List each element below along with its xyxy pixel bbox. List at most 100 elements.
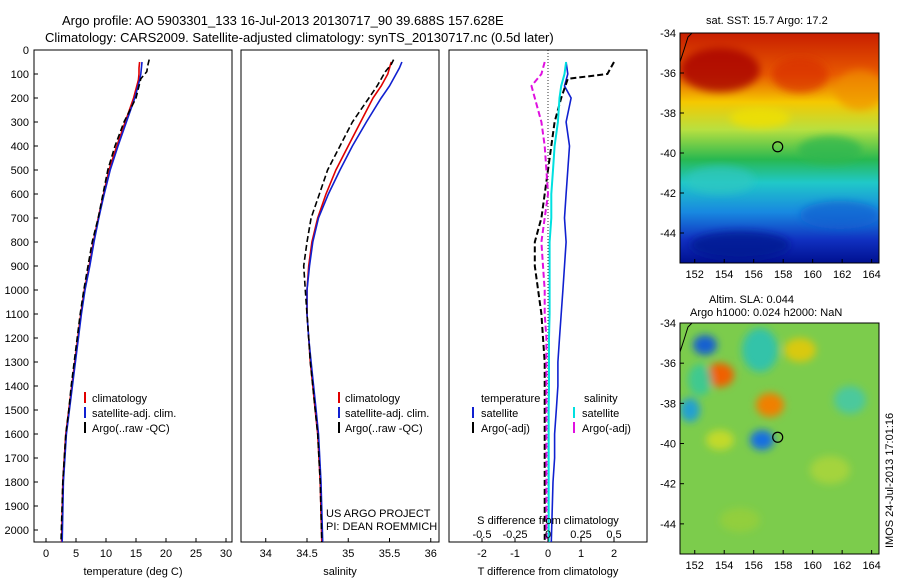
x-tick-label: 0 [43, 548, 49, 560]
legend-label-climatology: climatology [345, 393, 401, 405]
x-tick-label: 15 [130, 548, 142, 560]
depth-tick-label: 1600 [5, 429, 29, 441]
x-tick-label: 36 [425, 548, 437, 560]
lat-tick-label: -34 [660, 318, 676, 330]
legend-label-t-satellite: satellite [481, 408, 518, 420]
x-tick-label: 34 [260, 548, 272, 560]
depth-tick-label: 100 [11, 69, 29, 81]
legend-label-satellite: satellite-adj. clim. [92, 408, 176, 420]
legend-title-salinity: salinity [584, 393, 618, 405]
legend-label-satellite: satellite-adj. clim. [345, 408, 429, 420]
lon-tick-label: 158 [774, 269, 792, 281]
depth-tick-label: 0 [23, 45, 29, 57]
legend-label-argo: Argo(..raw -QC) [92, 423, 170, 435]
s-tick-label: 0 [545, 529, 551, 541]
x-tick-label: 1 [578, 548, 584, 560]
x-tick-label: 35 [342, 548, 354, 560]
lat-tick-label: -42 [660, 188, 676, 200]
lat-tick-label: -44 [660, 228, 676, 240]
series-line-argo-raw-qc- [302, 59, 395, 543]
x-tick-label: 25 [190, 548, 202, 560]
sst-heatmap [680, 33, 879, 263]
x-tick-label: 34.5 [296, 548, 317, 560]
series-line-satellite-adj-clim- [61, 61, 143, 543]
s-tick-label: 0.5 [606, 529, 621, 541]
lon-tick-label: 160 [803, 560, 821, 572]
salinity-xlabel: salinity [323, 566, 357, 578]
salinity-legend: climatology satellite-adj. clim. Argo(..… [338, 392, 429, 435]
depth-tick-label: 400 [11, 141, 29, 153]
sla-map-ticks: 152 154 156 158 160 162 164 -34 -36 -38 -40 -42 -44 [660, 318, 881, 572]
lat-tick-label: -44 [660, 519, 676, 531]
lat-tick-label: -38 [660, 398, 676, 410]
series-line-satellite [547, 61, 568, 542]
timestamp: IMOS 24-Jul-2013 17:01:16 [884, 413, 896, 548]
temperature-x-ticks: 0 5 10 15 20 25 30 [43, 538, 232, 560]
lon-tick-label: 154 [715, 269, 733, 281]
depth-tick-label: 900 [11, 261, 29, 273]
salinity-panel [240, 49, 440, 543]
depth-tick-label: 1500 [5, 405, 29, 417]
depth-tick-label: 300 [11, 117, 29, 129]
s-tick-label: -0.25 [502, 529, 527, 541]
depth-tick-label: 500 [11, 165, 29, 177]
lat-tick-label: -40 [660, 148, 676, 160]
sst-map-title: sat. SST: 15.7 Argo: 17.2 [706, 15, 828, 27]
depth-tick-label: 200 [11, 93, 29, 105]
lon-tick-label: 152 [686, 269, 704, 281]
series-line-argo-raw-qc- [60, 59, 150, 543]
figure-title-line2: Climatology: CARS2009. Satellite-adjuste… [45, 30, 554, 45]
lat-tick-label: -40 [660, 439, 676, 451]
project-credit: US ARGO PROJECT [326, 508, 431, 520]
pi-credit: PI: DEAN ROEMMICH [326, 521, 437, 533]
temperature-legend: climatology satellite-adj. clim. Argo(..… [84, 392, 176, 435]
lon-tick-label: 162 [833, 560, 851, 572]
lat-tick-label: -36 [660, 68, 676, 80]
depth-tick-label: 1100 [5, 309, 29, 321]
depth-axis: 0 100 200 300 400 500 600 700 800 900 1000 1100 1200… [5, 45, 38, 537]
series-line-argo-adj- [530, 61, 550, 542]
series-line-climatology [60, 61, 141, 543]
figure-title-line1: Argo profile: AO 5903301_133 16-Jul-2013… [62, 13, 504, 28]
lon-tick-label: 164 [862, 560, 880, 572]
sst-map-ticks: 152 154 156 158 160 162 164 -34 -36 -38 -40 -42 -44 [660, 28, 881, 281]
depth-tick-label: 1300 [5, 357, 29, 369]
x-tick-label: 2 [611, 548, 617, 560]
sla-heatmap [680, 323, 879, 554]
temperature-lines [60, 59, 150, 543]
depth-tick-label: 1900 [5, 501, 29, 513]
depth-tick-label: 800 [11, 237, 29, 249]
depth-tick-label: 1200 [5, 333, 29, 345]
legend-label-s-argo: Argo(-adj) [582, 423, 631, 435]
lon-tick-label: 162 [833, 269, 851, 281]
depth-tick-label: 1400 [5, 381, 29, 393]
lat-tick-label: -42 [660, 479, 676, 491]
depth-tick-label: 1800 [5, 477, 29, 489]
difference-x-ticks: -2 -1 0 1 2 -0.5 -0.25 0 0.25 0.5 [473, 529, 622, 560]
x-tick-label: 35.5 [379, 548, 400, 560]
lat-tick-label: -36 [660, 358, 676, 370]
depth-tick-label: 600 [11, 189, 29, 201]
x-tick-label: 0 [545, 548, 551, 560]
lat-tick-label: -34 [660, 28, 676, 40]
sla-map-frame [679, 322, 880, 555]
sst-map-frame [679, 32, 880, 264]
x-tick-label: 20 [160, 548, 172, 560]
lon-tick-label: 160 [803, 269, 821, 281]
s-tick-label: 0.25 [570, 529, 591, 541]
depth-tick-label: 2000 [5, 525, 29, 537]
legend-label-climatology: climatology [92, 393, 148, 405]
sla-map-title-line2: Argo h1000: 0.024 h2000: NaN [690, 307, 842, 319]
x-tick-label: 30 [220, 548, 232, 560]
lon-tick-label: 154 [715, 560, 733, 572]
difference-legend: temperature salinity satellite Argo(-adj… [472, 393, 631, 435]
s-difference-label: S difference from climatology [477, 515, 619, 527]
temperature-panel [33, 49, 233, 543]
s-tick-label: -0.5 [473, 529, 492, 541]
x-tick-label: -1 [510, 548, 520, 560]
legend-title-temperature: temperature [481, 393, 540, 405]
legend-label-t-argo: Argo(-adj) [481, 423, 530, 435]
sla-map-title-line1: Altim. SLA: 0.044 [709, 294, 794, 306]
difference-lines [530, 61, 615, 543]
